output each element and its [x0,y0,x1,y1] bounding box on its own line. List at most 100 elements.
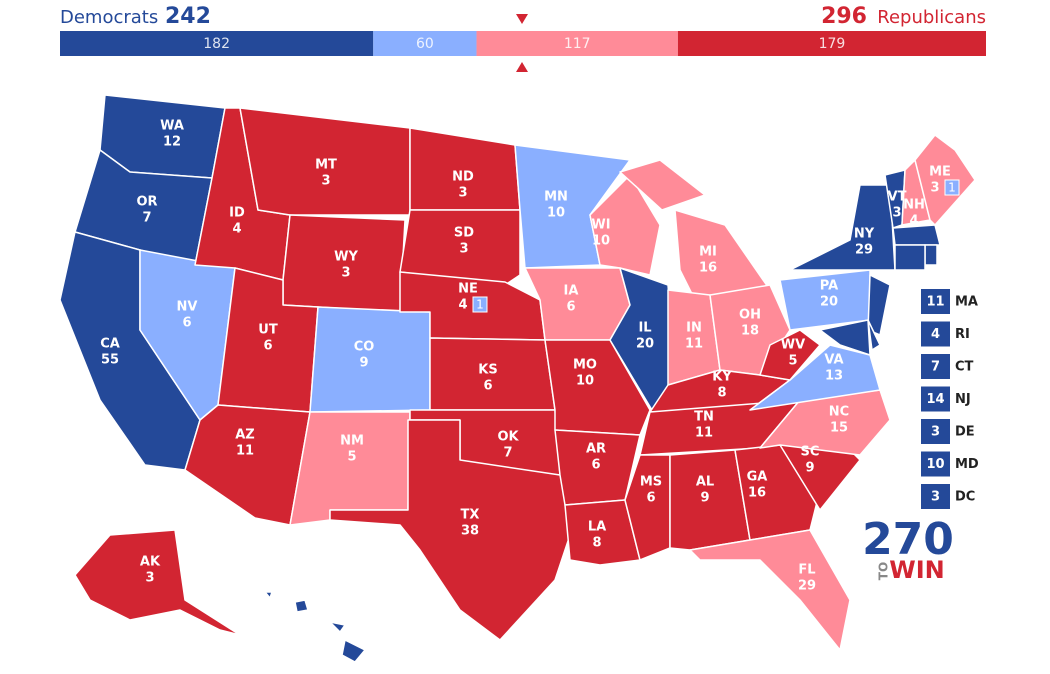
state-abbr: AR [586,442,606,457]
state-shape [619,159,706,211]
state-abbr: CT [955,360,974,375]
state-abbr: CA [100,337,120,352]
state-votes: 8 [717,386,726,401]
state-votes: 10 [926,457,944,472]
state-shape [624,454,671,561]
state-abbr: PA [820,279,838,294]
state-abbr: NH [903,198,925,213]
state-shape [924,244,938,266]
logo-to: TO [877,562,891,580]
midpoint-arrow [516,14,528,24]
state-votes: 3 [458,186,467,201]
dem-total: 242 [165,4,211,29]
state-votes: 6 [566,300,575,315]
state-votes: 9 [805,461,814,476]
state-abbr: MA [955,295,978,310]
state-abbr: OH [739,308,761,323]
state-votes: 11 [236,444,254,459]
state-abbr: OK [497,430,519,445]
state-votes: 10 [592,234,610,249]
state-abbr: WA [160,119,184,134]
bar-segment-label: 117 [564,36,591,52]
state-shape [294,599,309,613]
state-votes: 7 [142,211,151,226]
split-box [472,296,488,313]
state-votes: 4 [232,222,241,237]
state-abbr: GA [747,470,768,485]
state-votes: 11 [685,337,703,352]
state-box [921,451,950,477]
state-abbr: KS [478,363,497,378]
state-abbr: RI [955,327,970,342]
state-abbr: SC [801,445,820,460]
state-abbr: WV [781,338,805,353]
state-votes: 8 [592,536,601,551]
state-abbr: IN [686,321,702,336]
bar-segment [476,31,678,56]
state-votes: 29 [798,579,816,594]
state-shape [867,274,891,336]
state-abbr: NV [177,300,198,315]
state-votes: 6 [263,339,272,354]
state-shape [689,529,851,651]
state-shape [564,499,641,566]
state-abbr: MN [544,190,568,205]
dem-label: Democrats [60,7,158,28]
state-abbr: MD [955,457,979,472]
state-votes: 6 [646,491,655,506]
state-shape [819,319,871,356]
state-votes: 3 [931,490,940,505]
state-votes: 10 [576,374,594,389]
state-votes: 13 [825,369,843,384]
state-shape [184,404,311,526]
state-shape [674,209,771,301]
state-shape [789,184,896,271]
state-abbr: ND [452,170,474,185]
state-shape [749,344,881,411]
state-abbr: AZ [235,428,255,443]
state-votes: 29 [855,243,873,258]
state-votes: 38 [461,524,479,539]
state-abbr: SD [454,226,474,241]
bar-segment [677,31,986,56]
state-votes: 15 [830,421,848,436]
bar-segment-label: 179 [819,36,846,52]
state-votes: 16 [748,486,766,501]
split-votes: 1 [476,298,484,312]
state-abbr: ID [229,206,245,221]
state-abbr: DE [955,425,975,440]
state-votes: 14 [926,392,944,407]
state-votes: 5 [347,450,356,465]
state-votes: 3 [459,242,468,257]
state-votes: 20 [636,337,654,352]
state-abbr: VT [888,190,907,205]
bar-segment [60,31,374,56]
state-votes: 18 [741,324,759,339]
state-shape [341,639,366,663]
state-abbr: LA [588,520,606,535]
state-abbr: HI [314,625,330,640]
state-votes: 7 [503,446,512,461]
state-abbr: WI [591,218,610,233]
state-abbr: WY [334,250,358,265]
state-abbr: TX [461,508,480,523]
state-shape [329,621,346,633]
state-abbr: FL [798,563,815,578]
state-abbr: MO [573,358,597,373]
bar-segment [373,31,477,56]
state-votes: 55 [101,353,119,368]
state-votes: 3 [341,266,350,281]
bar-segment-label: 60 [416,36,434,52]
state-shape [264,591,273,599]
state-votes: 4 [317,641,326,656]
state-abbr: AL [696,475,714,490]
state-votes: 3 [930,181,939,196]
state-shape [867,319,881,351]
state-votes: 4 [909,214,918,229]
state-shape [74,529,241,636]
state-votes: 3 [892,206,901,221]
logo-win: WIN [889,556,945,584]
state-box [921,289,950,314]
